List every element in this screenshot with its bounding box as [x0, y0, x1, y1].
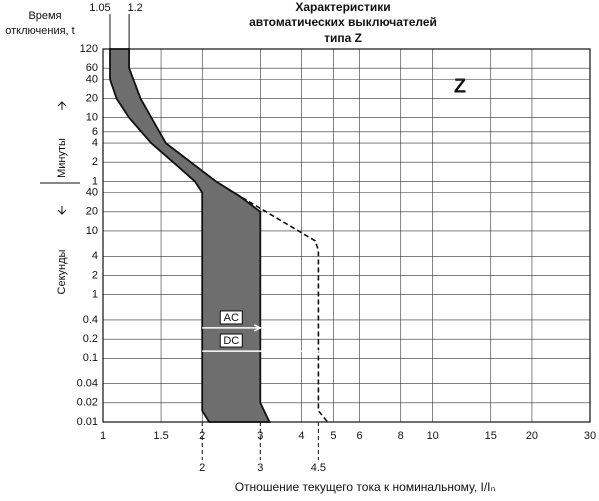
y-tick-label: 0.04 [77, 378, 98, 390]
y-tick-label: 10 [86, 112, 98, 124]
y-tick-label: 1 [92, 175, 98, 187]
group-arrows [57, 101, 67, 215]
seconds-label: Секунды [56, 249, 68, 294]
y-tick-label: 2 [92, 269, 98, 281]
title-line: Характеристики [295, 0, 390, 14]
arrow-head [312, 347, 321, 355]
y-tick-label: 1 [92, 289, 98, 301]
y-tick-label: 0.2 [83, 333, 98, 345]
bottom-mark-label: 3 [257, 462, 263, 474]
x-title: Отношение текущего тока к номинальному, … [235, 480, 496, 494]
title-line: типа Z [324, 31, 362, 45]
y-tick-label: 10 [86, 225, 98, 237]
y-tick-label: 40 [86, 187, 98, 199]
y-tick-label: 40 [86, 73, 98, 85]
x-tick-label: 15 [485, 430, 497, 442]
y-tick-label: 4 [92, 250, 98, 262]
dc-curve [227, 188, 329, 423]
y-tick-label: 2 [92, 156, 98, 168]
title-line: автоматических выключателей [249, 15, 437, 29]
y-tick-label: 0.4 [83, 314, 98, 326]
bottom-mark-label: 4.5 [311, 462, 326, 474]
band-area [109, 48, 271, 423]
x-tick-label: 8 [398, 430, 404, 442]
x-tick-label: 20 [526, 430, 538, 442]
y-title: отключения, t [5, 25, 74, 37]
x-tick-label: 2 [199, 430, 205, 442]
y-title: Время [28, 10, 61, 22]
arrow-label-box [219, 310, 243, 325]
arrow-label: AC [224, 312, 239, 324]
bottom-mark-label: 2 [199, 462, 205, 474]
x-tick-label: 3 [257, 430, 263, 442]
x-tick-label: 5 [330, 430, 336, 442]
y-tick-label: 4 [92, 137, 98, 149]
y-tick-label: 20 [86, 206, 98, 218]
y-tick-label: 20 [86, 92, 98, 104]
x-tick-label: 1 [100, 430, 106, 442]
y-tick-label: 0.02 [77, 397, 98, 409]
y-tick-label: 6 [92, 126, 98, 138]
arrow-head [253, 324, 262, 332]
x-tick-label: 10 [427, 430, 439, 442]
y-tick-label: 120 [80, 43, 98, 55]
plot-frame [102, 48, 591, 423]
top-mark-label: 1.05 [89, 2, 110, 14]
y-tick-label: 60 [86, 62, 98, 74]
top-mark-label: 1.2 [127, 2, 142, 14]
x-tick-label: 4 [298, 430, 304, 442]
arrow-label: DC [223, 335, 239, 347]
x-tick-label: 30 [584, 430, 596, 442]
minutes-label: Минуты [56, 138, 68, 178]
x-tick-label: 1.5 [153, 430, 168, 442]
y-tick-label: 0.1 [83, 352, 98, 364]
x-tick-label: 6 [356, 430, 362, 442]
y-tick-label: 0.01 [77, 416, 98, 428]
arrow-label-box [219, 333, 243, 348]
curve-label: Z [454, 75, 466, 97]
